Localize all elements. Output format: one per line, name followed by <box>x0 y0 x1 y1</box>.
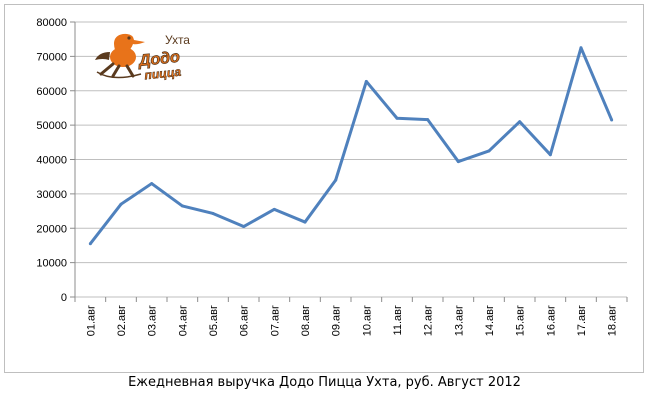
y-axis-ticks: 0 10000 20000 30000 40000 50000 60000 70000 8000… <box>36 17 76 304</box>
x-tick-label: 01.авг <box>85 305 97 336</box>
data-point <box>119 202 123 206</box>
data-point <box>272 207 276 211</box>
x-tick-label: 15.авг <box>515 305 527 336</box>
dodo-pizza-logo: Ухта Додо пицца <box>95 33 190 83</box>
data-point <box>487 149 491 153</box>
chart-title: Ежедневная выручка Додо Пицца Ухта, руб.… <box>128 375 521 390</box>
y-tick-label: 60000 <box>36 86 67 98</box>
x-tick-label: 04.авг <box>177 305 189 336</box>
data-point <box>456 160 460 164</box>
data-point <box>395 116 399 120</box>
data-point <box>548 153 552 157</box>
x-tick-label: 16.авг <box>545 305 557 336</box>
data-point <box>579 46 583 50</box>
y-tick-label: 80000 <box>36 17 67 29</box>
y-tick-label: 30000 <box>36 189 67 201</box>
x-tick-label: 13.авг <box>453 305 465 336</box>
logo-city-text: Ухта <box>165 33 190 47</box>
x-tick-label: 06.авг <box>239 305 251 336</box>
y-tick-label: 20000 <box>36 223 67 235</box>
data-point <box>610 118 614 122</box>
y-tick-label: 70000 <box>36 51 67 63</box>
data-point <box>180 204 184 208</box>
data-point <box>242 225 246 229</box>
dodo-bird-icon <box>95 33 145 79</box>
x-tick-label: 17.авг <box>576 305 588 336</box>
series-line <box>89 46 614 245</box>
data-point <box>334 178 338 182</box>
x-tick-label: 05.авг <box>208 305 220 336</box>
data-point <box>303 220 307 224</box>
data-point <box>150 182 154 186</box>
y-tick-label: 40000 <box>36 155 67 167</box>
x-tick-label: 03.авг <box>147 305 159 336</box>
logo-brand-text: Додо пицца <box>136 48 183 83</box>
svg-text:пицца: пицца <box>144 65 182 83</box>
y-tick-label: 10000 <box>36 258 67 270</box>
x-tick-label: 11.авг <box>392 305 404 335</box>
data-point <box>364 79 368 83</box>
data-point <box>211 211 215 215</box>
data-point <box>88 242 92 246</box>
x-tick-label: 10.авг <box>361 305 373 336</box>
data-point <box>426 118 430 122</box>
series-line-group <box>88 46 614 246</box>
x-tick-label: 08.авг <box>300 305 312 336</box>
x-tick-label: 12.авг <box>423 305 435 336</box>
x-tick-label: 07.авг <box>269 305 281 336</box>
x-tick-label: 09.авг <box>331 305 343 336</box>
y-tick-label: 0 <box>61 292 67 304</box>
x-axis-ticks: 01.авг 02.авг 03.авг 04.авг 05.авг 06.авг 07.а… <box>74 297 628 336</box>
x-tick-label: 18.авг <box>607 305 619 336</box>
x-tick-label: 14.авг <box>484 305 496 336</box>
y-tick-label: 50000 <box>36 120 67 132</box>
data-point <box>518 120 522 124</box>
svg-text:Додо: Додо <box>136 49 181 70</box>
x-tick-label: 02.авг <box>116 305 128 336</box>
